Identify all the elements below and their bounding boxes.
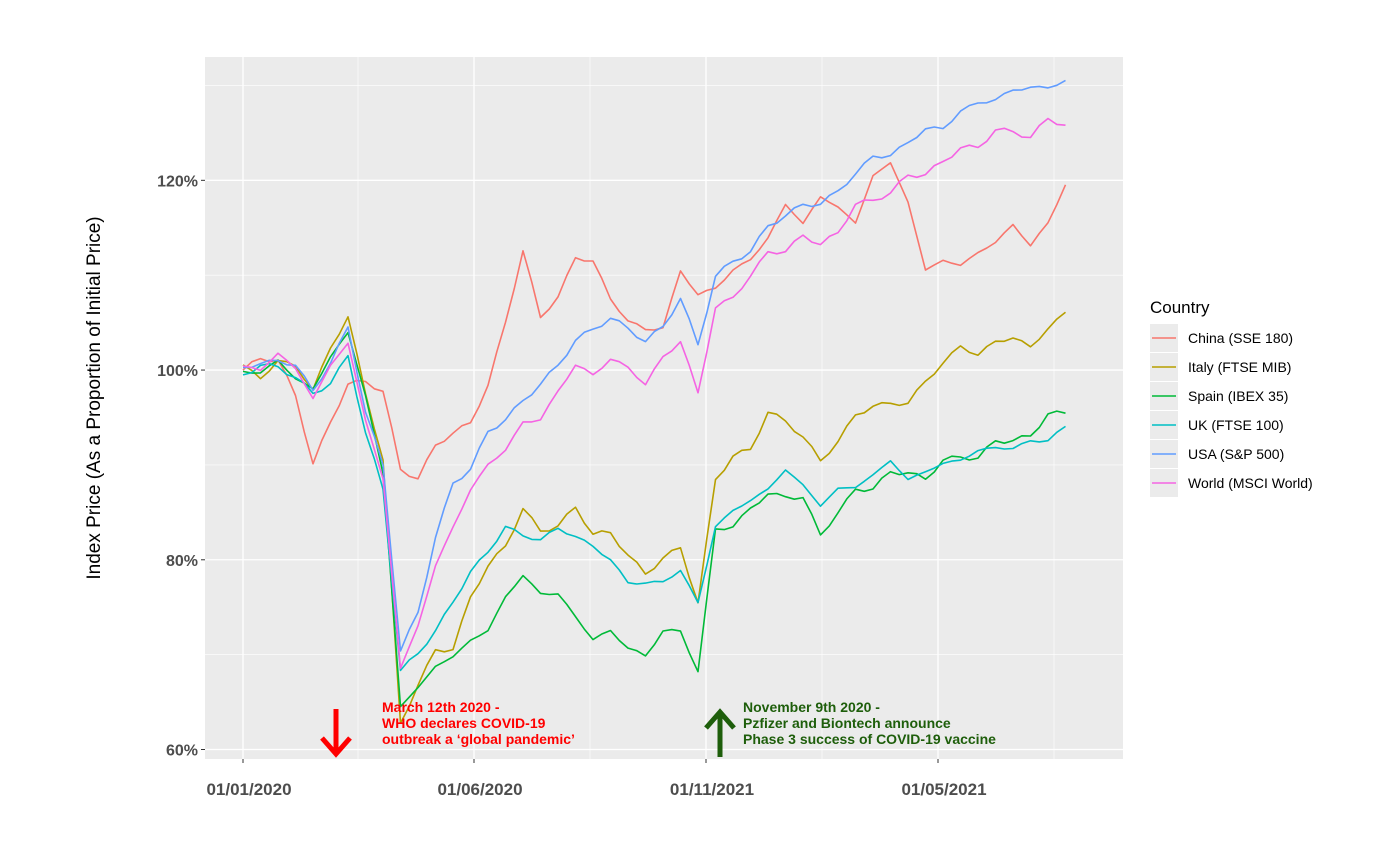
legend-title: Country <box>1150 298 1210 317</box>
series-line <box>242 162 1067 480</box>
x-tick-labels: 01/01/2020 01/06/2020 01/11/2021 01/05/2021 <box>206 759 987 799</box>
y-tick-labels: 60% 80% 100% 120% <box>157 173 205 760</box>
legend: Country China (SSE 180) Italy (FTSE MIB) S… <box>1150 298 1313 497</box>
y-tick-label: 60% <box>166 743 198 760</box>
series-line <box>242 311 1066 724</box>
annotation-text: November 9th 2020 - <box>743 699 880 715</box>
arrow-head <box>320 736 352 758</box>
arrow-head <box>704 708 736 730</box>
series-line <box>242 331 1066 708</box>
series-line <box>242 354 1066 672</box>
legend-label: World (MSCI World) <box>1188 475 1313 491</box>
y-tick-label: 120% <box>157 173 198 190</box>
series-line <box>242 79 1066 652</box>
x-tick-label: 01/01/2020 <box>206 780 291 799</box>
legend-label: China (SSE 180) <box>1188 330 1293 346</box>
legend-label: UK (FTSE 100) <box>1188 417 1284 433</box>
y-tick-label: 100% <box>157 363 198 380</box>
x-tick-label: 01/05/2021 <box>901 780 986 799</box>
series-lines <box>242 79 1067 724</box>
annotation-text: March 12th 2020 - <box>382 699 500 715</box>
annotation-arrow-down <box>320 709 352 758</box>
x-tick-label: 01/11/2021 <box>670 780 754 799</box>
legend-label: Italy (FTSE MIB) <box>1188 359 1291 375</box>
annotation-text: Pzfizer and Biontech announce <box>743 715 951 731</box>
legend-label: Spain (IBEX 35) <box>1188 388 1288 404</box>
annotation-text: Phase 3 success of COVID-19 vaccine <box>743 731 996 747</box>
plot-panel <box>205 57 1123 759</box>
series-line <box>242 117 1066 670</box>
annotations: March 12th 2020 -WHO declares COVID-19ou… <box>320 699 996 758</box>
y-axis-title: Index Price (As a Proportion of Initial … <box>84 216 105 579</box>
y-tick-label: 80% <box>166 553 198 570</box>
legend-label: USA (S&P 500) <box>1188 446 1284 462</box>
annotation-text: WHO declares COVID-19 <box>382 715 546 731</box>
annotation-arrow-up <box>704 708 736 757</box>
x-tick-label: 01/06/2020 <box>437 780 522 799</box>
annotation-text: outbreak a ‘global pandemic’ <box>382 731 575 747</box>
